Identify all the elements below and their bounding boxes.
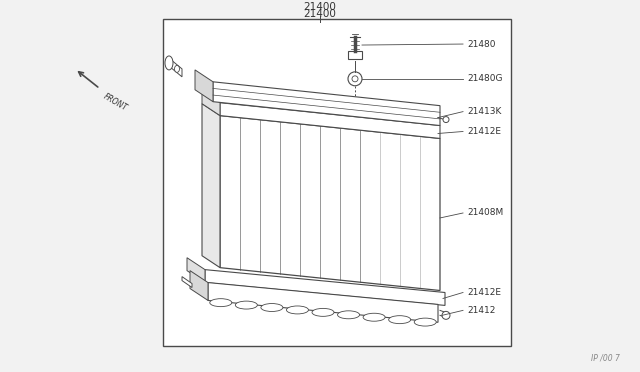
Text: 21400: 21400: [303, 9, 337, 19]
Text: 21408M: 21408M: [467, 208, 503, 218]
Ellipse shape: [312, 308, 334, 316]
Polygon shape: [213, 82, 440, 125]
Text: 21412: 21412: [467, 306, 495, 315]
Text: 21412E: 21412E: [467, 288, 501, 297]
Text: FRONT: FRONT: [102, 92, 129, 113]
Bar: [348, 51, 362, 59]
Circle shape: [443, 116, 449, 122]
Polygon shape: [187, 258, 205, 283]
Text: 21413K: 21413K: [467, 107, 501, 116]
Ellipse shape: [165, 56, 173, 70]
Text: 21400: 21400: [303, 2, 337, 12]
Circle shape: [352, 76, 358, 82]
Ellipse shape: [210, 299, 232, 307]
Polygon shape: [170, 59, 182, 77]
Circle shape: [348, 72, 362, 86]
Polygon shape: [220, 116, 440, 291]
Bar: [163, 19, 511, 346]
Ellipse shape: [414, 318, 436, 326]
Ellipse shape: [261, 304, 283, 311]
Polygon shape: [220, 103, 440, 138]
Polygon shape: [182, 277, 192, 288]
Polygon shape: [195, 70, 213, 102]
Text: 21412E: 21412E: [467, 127, 501, 136]
Ellipse shape: [175, 65, 179, 73]
Ellipse shape: [236, 301, 257, 309]
Ellipse shape: [363, 313, 385, 321]
Polygon shape: [190, 271, 208, 301]
Polygon shape: [202, 91, 220, 116]
Polygon shape: [202, 104, 220, 267]
Text: IP /00 7: IP /00 7: [591, 353, 620, 362]
Ellipse shape: [287, 306, 308, 314]
Ellipse shape: [388, 316, 411, 324]
Polygon shape: [208, 283, 438, 322]
Polygon shape: [205, 270, 445, 305]
Circle shape: [442, 311, 450, 319]
Text: 21480: 21480: [467, 39, 495, 48]
Ellipse shape: [337, 311, 360, 319]
Text: 21480G: 21480G: [467, 74, 502, 83]
